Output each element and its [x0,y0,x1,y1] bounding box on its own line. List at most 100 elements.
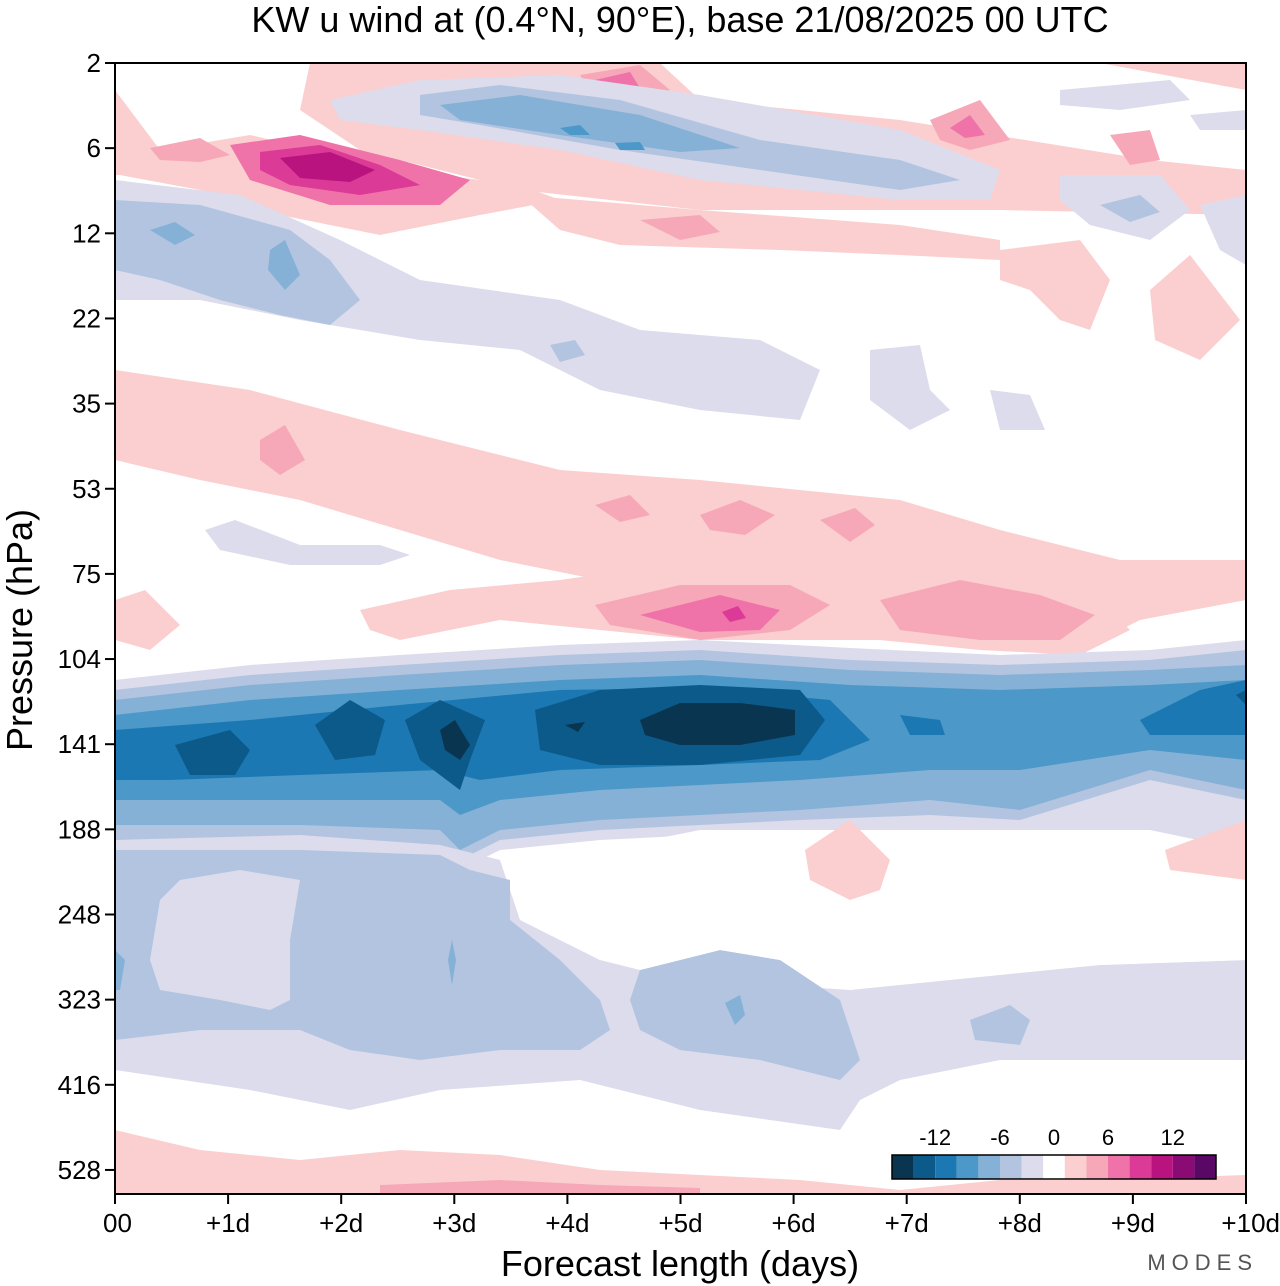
contour-neg-22hPa [550,340,585,362]
colorbar-swatch [1194,1155,1216,1179]
y-tick-label: 12 [72,218,101,248]
contour-neg-jet-6b [565,722,585,732]
colorbar-swatch [1086,1155,1108,1179]
contour-pos-12hPa-2 [640,215,720,240]
colorbar-swatch [1000,1155,1022,1179]
contour-pos-200hPa [805,820,890,900]
x-tick-label: +9d [1111,1208,1155,1238]
contour-pos-88hPa-R [880,580,1095,640]
y-tick-label: 35 [72,389,101,419]
x-tick-label: +10d [1221,1208,1280,1238]
colorbar-swatch [956,1155,979,1179]
contour-neg-jet-6c [640,703,795,745]
y-tick-label: 323 [58,985,101,1015]
contour-pos-bottom-2 [380,1180,700,1194]
contour-neg-ur [1060,80,1190,110]
y-tick-label: 104 [58,644,101,674]
chart-title: KW u wind at (0.4°N, 90°E), base 21/08/2… [251,0,1108,40]
y-tick-label: 75 [72,559,101,589]
contour-pos-60hPa-3 [820,508,875,542]
x-tick-label: +8d [998,1208,1042,1238]
contour-neg-jet-5b [175,730,250,775]
contour-pos-88hPa-4 [722,606,746,622]
colorbar-label: 0 [1048,1125,1060,1150]
contour-neg-12hPa-3 [150,222,195,245]
contour-neg-35hPa-2 [990,390,1045,430]
y-axis: 2 6 12 22 35 53 75 104 141 188 248 323 416 528 [58,48,115,1185]
contour-neg-jet-5c [315,700,385,760]
colorbar-label: -6 [990,1125,1010,1150]
y-axis-label: Pressure (hPa) [0,509,40,751]
y-tick-label: 528 [58,1155,101,1185]
x-tick-label: +4d [545,1208,589,1238]
colorbar-swatch [1021,1155,1044,1179]
colorbar-swatch [892,1155,914,1179]
contour-pos-60hPa [595,495,650,522]
contour-neg-jet-6 [440,720,470,760]
contour-neg-lower-7 [448,940,456,985]
contour-neg-ur-3 [1100,195,1160,222]
colorbar-swatch [1172,1155,1195,1179]
contour-neg-lower-6 [115,950,125,990]
x-axis-label: Forecast length (days) [501,1243,859,1284]
contour-neg-jet-4b [1140,680,1246,735]
y-tick-label: 141 [58,729,101,759]
contour-neg-top-3 [440,95,740,152]
colorbar-label: -12 [919,1125,951,1150]
contour-pos-7d-2 [950,115,985,138]
contour-pos-6hPa-5 [150,138,230,162]
colorbar-swatch [935,1155,957,1179]
colorbar-swatch [1043,1155,1065,1179]
x-tick-label: +7d [885,1208,929,1238]
contour-pos-9d [1110,130,1160,165]
contour-neg-jet-4c [900,715,945,735]
contour-pos-top-right-2 [1150,255,1240,360]
x-tick-label: +1d [206,1208,250,1238]
contour-pos-6hPa-4 [280,152,375,182]
colorbar: -12 -6 0 6 12 [891,1125,1217,1180]
contour-neg-ur-4 [1190,110,1246,130]
colorbar-swatch [1151,1155,1173,1179]
colorbar-swatch [1129,1155,1152,1179]
contour-pos-88hPa-3 [640,595,780,632]
y-tick-label: 6 [87,133,101,163]
x-tick-label: +3d [432,1208,476,1238]
contour-neg-75hPa [205,520,410,565]
contour-pos-88hPa-L [115,590,180,650]
colorbar-label: 6 [1102,1125,1114,1150]
contour-pos-200hPa-2 [1165,820,1246,880]
colorbar-swatch [1064,1155,1087,1179]
contour-neg-jet-5 [115,735,165,780]
y-tick-label: 22 [72,303,101,333]
contour-neg-12hPa-4 [268,240,300,290]
brand-logo: MODES [1147,1250,1258,1275]
x-tick-label: +6d [772,1208,816,1238]
x-axis: 00 +1d +2d +3d +4d +5d +6d +7d +8d +9d +10d [103,1194,1280,1238]
contour-neg-lower-8 [295,860,450,1040]
x-tick-label: +5d [658,1208,702,1238]
contour-neg-ur-5 [1200,195,1246,265]
colorbar-swatch [913,1155,936,1179]
y-tick-label: 416 [58,1070,101,1100]
y-tick-label: 2 [87,48,101,78]
colorbar-swatch [1108,1155,1130,1179]
contour-neg-lower-4 [970,1005,1030,1045]
contour-white-gap [150,870,300,1010]
contour-pos-bottom [115,1130,1246,1194]
contour-neg-lower-5 [725,995,745,1025]
contour-neg-top-5 [615,142,645,150]
contour-pos-60hPa-2 [700,500,775,535]
colorbar-swatch [978,1155,1000,1179]
colorbar-label: 12 [1161,1125,1185,1150]
contour-neg-jet-6d [1236,690,1246,705]
contour-pos-12hPa [520,195,1000,260]
y-tick-label: 248 [58,900,101,930]
x-tick-label: 00 [103,1208,132,1238]
contour-pos-top-right [1000,240,1110,330]
y-tick-label: 188 [58,814,101,844]
contour-pos-35-53 [115,370,1246,650]
contour-neg-top-4 [560,125,590,135]
contour-white-lower [520,830,1246,990]
y-tick-label: 53 [72,474,101,504]
